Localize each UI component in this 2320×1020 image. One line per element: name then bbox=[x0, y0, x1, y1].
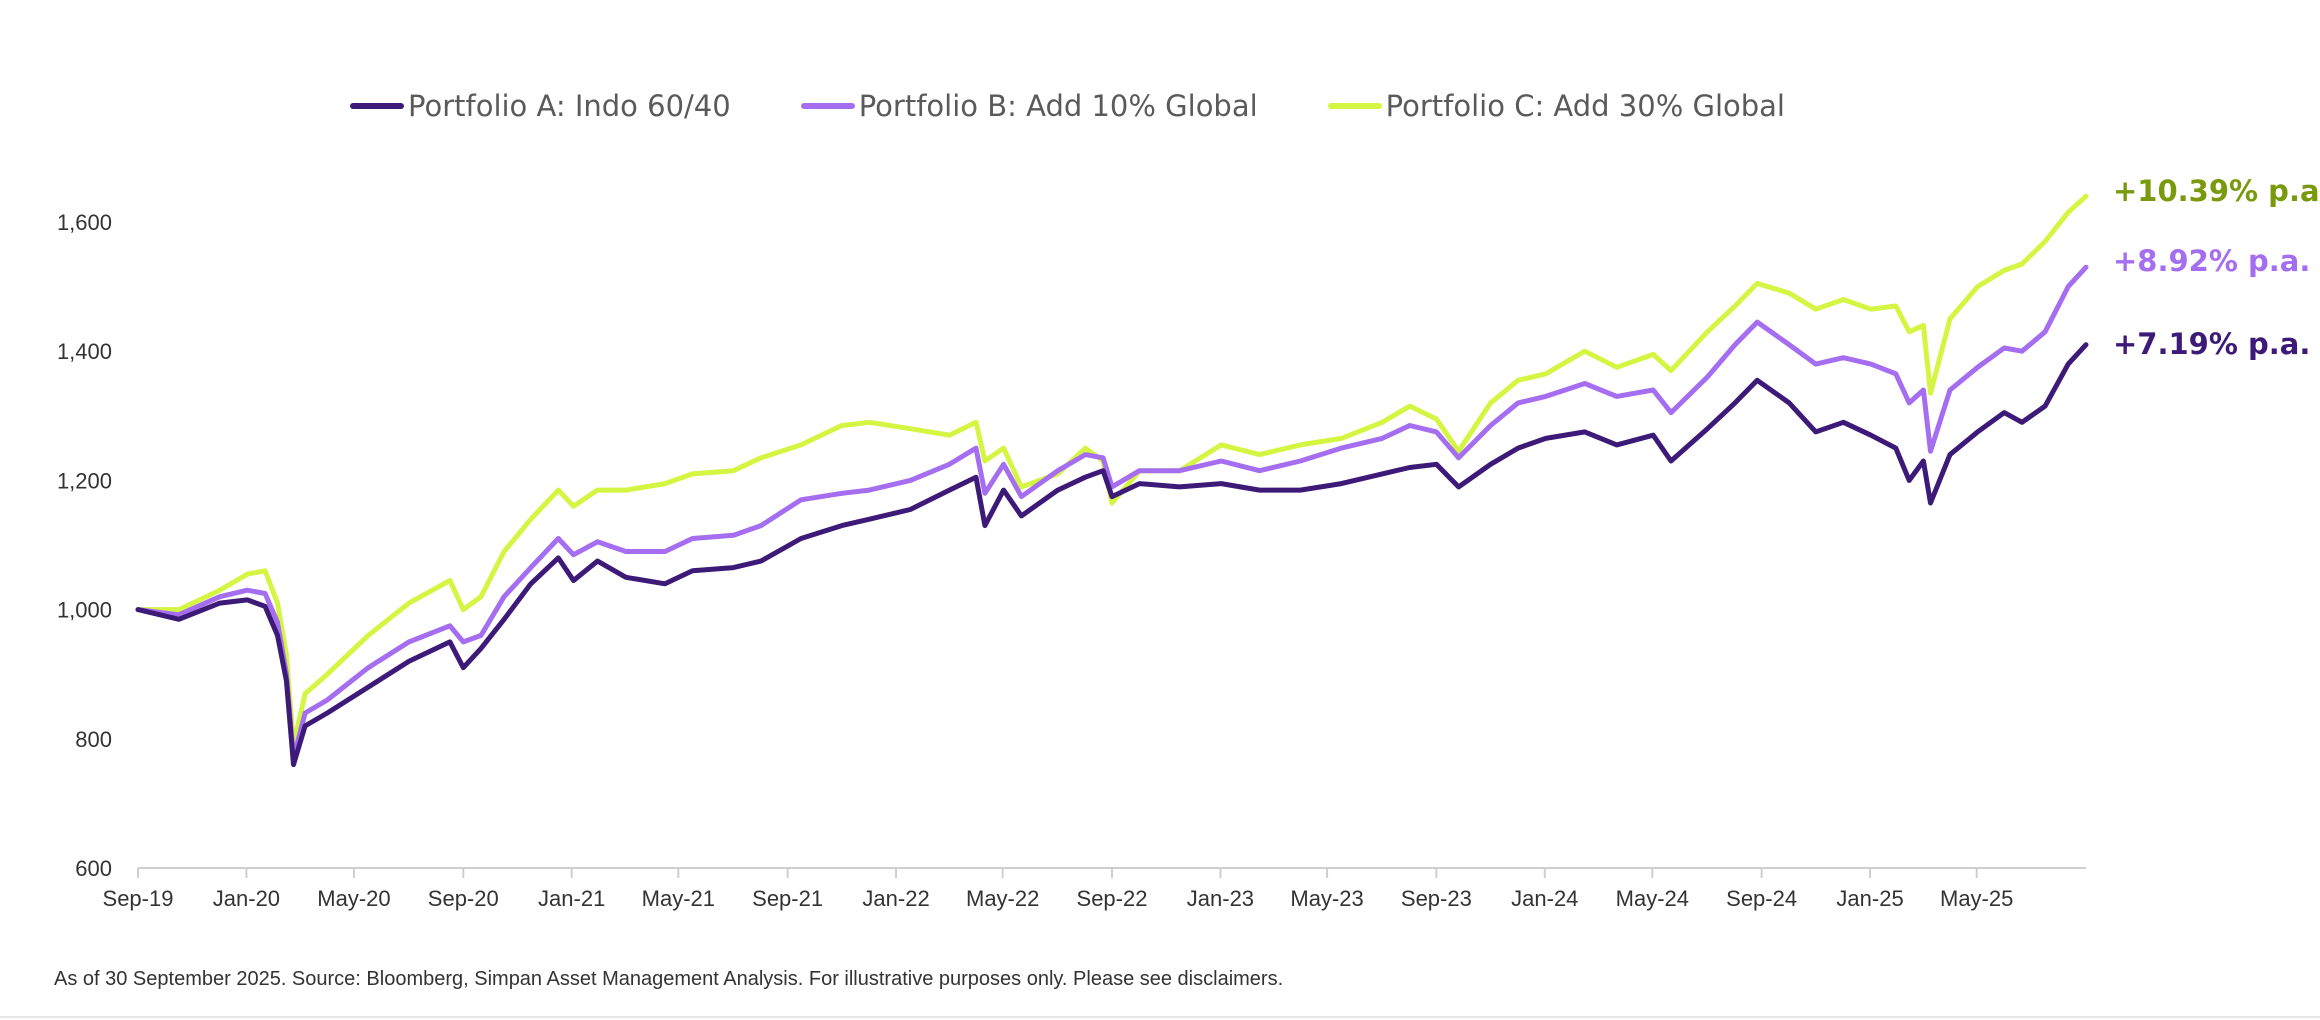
y-tick-label-1-600: 1,600 bbox=[57, 210, 112, 235]
series-line-portfolio-c bbox=[135, 193, 2089, 748]
legend-label-portfolio-a: Portfolio A: Indo 60/40 bbox=[408, 89, 731, 123]
x-tick-label-jan-24: Jan-24 bbox=[1511, 886, 1578, 911]
footnote: As of 30 September 2025. Source: Bloombe… bbox=[54, 968, 1284, 990]
x-tick-label-jan-20: Jan-20 bbox=[213, 886, 280, 911]
y-tick-label-1-000: 1,000 bbox=[57, 598, 112, 623]
x-tick-label-jan-25: Jan-25 bbox=[1836, 886, 1903, 911]
legend-swatch-portfolio-b bbox=[800, 103, 855, 109]
legend-item-portfolio-b: Portfolio B: Add 10% Global bbox=[800, 89, 1258, 123]
y-tick-label-800: 800 bbox=[75, 727, 112, 752]
x-tick-label-sep-20: Sep-20 bbox=[428, 886, 499, 911]
legend-swatch-portfolio-c bbox=[1327, 103, 1382, 109]
y-tick-label-600: 600 bbox=[75, 856, 112, 881]
legend-item-portfolio-c: Portfolio C: Add 30% Global bbox=[1327, 89, 1785, 123]
x-tick-label-may-25: May-25 bbox=[1940, 886, 2013, 911]
legend-swatch-portfolio-a bbox=[350, 103, 404, 109]
x-axis-ticks: Sep-19 Jan-20 May-20 Sep-20 Jan-21 May-21 Sep-… bbox=[103, 868, 2013, 911]
series-line-portfolio-a bbox=[135, 342, 2089, 768]
y-axis-labels: 600 800 1,000 1,200 1,400 1,600 bbox=[57, 210, 112, 881]
x-tick-label-may-24: May-24 bbox=[1616, 886, 1689, 911]
x-tick-label-jan-21: Jan-21 bbox=[538, 886, 605, 911]
x-tick-label-sep-19: Sep-19 bbox=[103, 886, 174, 911]
x-tick-label-may-22: May-22 bbox=[966, 886, 1039, 911]
x-tick-label-may-23: May-23 bbox=[1290, 886, 1363, 911]
x-tick-label-jan-22: Jan-22 bbox=[862, 886, 929, 911]
x-tick-label-sep-21: Sep-21 bbox=[752, 886, 823, 911]
end-label-portfolio-a: +7.19% p.a. bbox=[2113, 327, 2311, 361]
x-tick-label-sep-24: Sep-24 bbox=[1726, 886, 1797, 911]
legend-label-portfolio-c: Portfolio C: Add 30% Global bbox=[1385, 89, 1785, 123]
legend-item-portfolio-a: Portfolio A: Indo 60/40 bbox=[350, 89, 731, 123]
x-tick-label-may-21: May-21 bbox=[642, 886, 715, 911]
y-tick-label-1-200: 1,200 bbox=[57, 468, 112, 493]
end-label-portfolio-b: +8.92% p.a. bbox=[2113, 244, 2311, 278]
bottom-divider bbox=[0, 1016, 2320, 1018]
y-tick-label-1-400: 1,400 bbox=[57, 339, 112, 364]
x-tick-label-may-20: May-20 bbox=[317, 886, 390, 911]
x-tick-label-sep-22: Sep-22 bbox=[1077, 886, 1148, 911]
legend-label-portfolio-b: Portfolio B: Add 10% Global bbox=[858, 89, 1258, 123]
x-tick-label-jan-23: Jan-23 bbox=[1187, 886, 1254, 911]
end-label-portfolio-c: +10.39% p.a. bbox=[2113, 174, 2320, 208]
x-tick-label-sep-23: Sep-23 bbox=[1401, 886, 1472, 911]
series-line-portfolio-b bbox=[135, 264, 2089, 761]
series-lines bbox=[135, 193, 2089, 768]
chart-legend: Portfolio A: Indo 60/40 Portfolio B: Add… bbox=[350, 82, 1855, 130]
